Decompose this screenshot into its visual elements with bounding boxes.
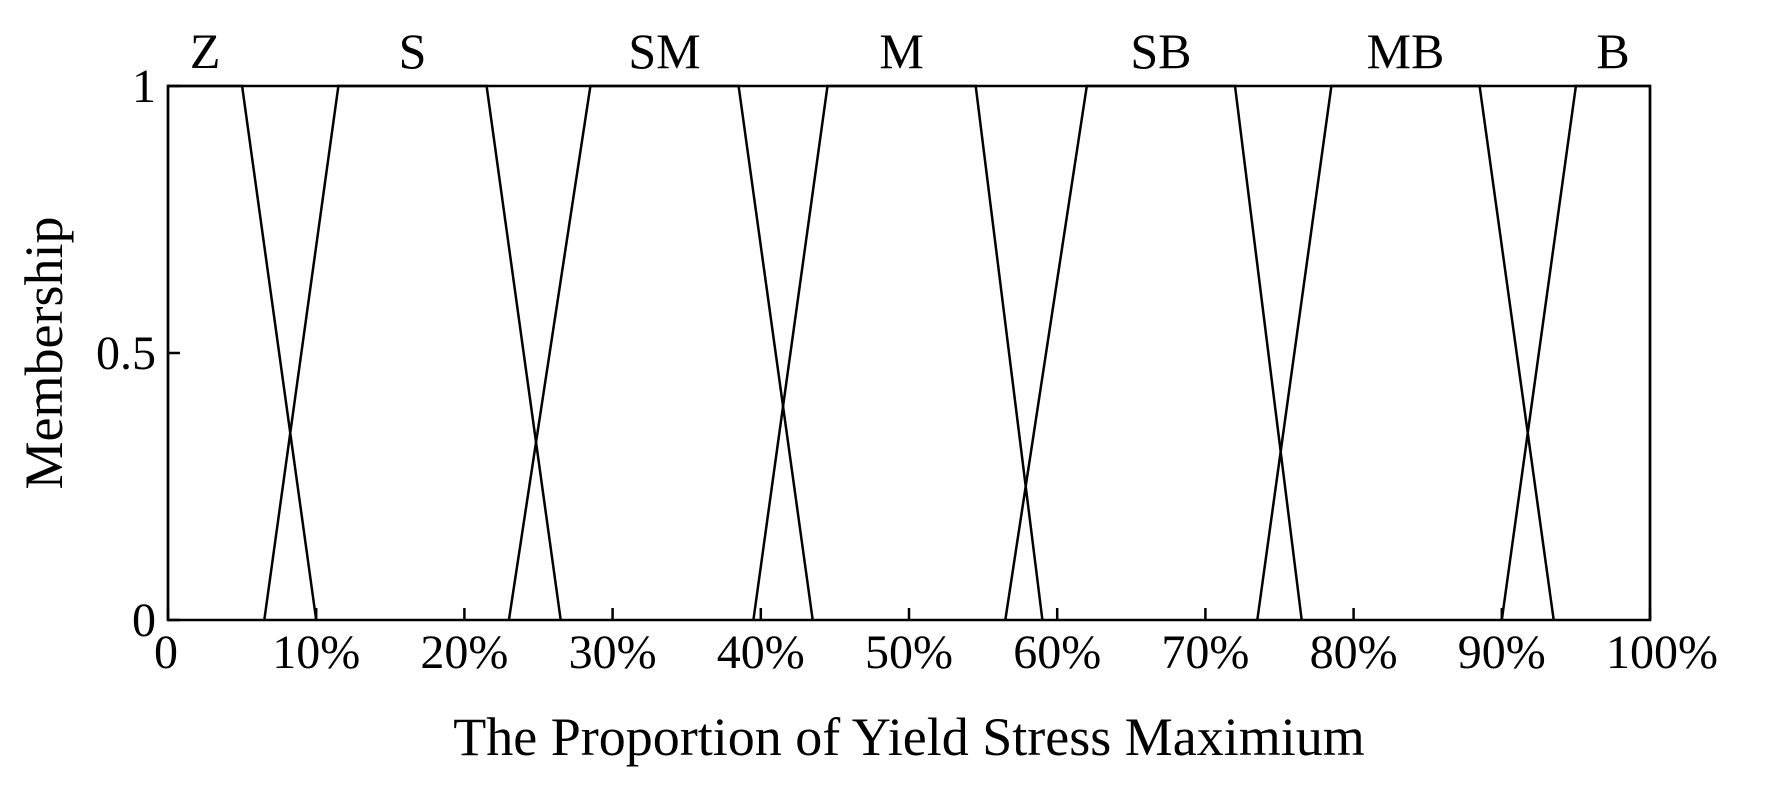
- x-tick-label: 30%: [569, 626, 657, 679]
- series-s-label: S: [399, 23, 427, 79]
- y-axis-title: Membership: [14, 217, 74, 490]
- x-tick-label: 40%: [717, 626, 805, 679]
- set-labels: Z S SM M SB MB B: [190, 23, 1630, 79]
- x-tick-label: 100%: [1606, 626, 1718, 679]
- series-mb-line: [1256, 84, 1555, 621]
- series-z-line: [166, 84, 318, 621]
- x-tick-label: 50%: [865, 626, 953, 679]
- x-tick-label: 80%: [1310, 626, 1398, 679]
- y-ticks: 00.51: [96, 60, 180, 647]
- y-tick-label: 1: [132, 60, 156, 113]
- series-sb-line: [1004, 84, 1303, 621]
- y-tick-label: 0.5: [96, 327, 156, 380]
- x-axis-title: The Proportion of Yield Stress Maximium: [453, 707, 1364, 767]
- series-b-line: [1500, 84, 1652, 621]
- series-sm-line: [507, 84, 814, 621]
- x-tick-label: 70%: [1161, 626, 1249, 679]
- series-sm-label: SM: [628, 23, 700, 79]
- series-mb-label: MB: [1367, 23, 1445, 79]
- x-tick-label: 90%: [1458, 626, 1546, 679]
- series-m-label: M: [879, 23, 923, 79]
- series-b-label: B: [1596, 23, 1629, 79]
- x-tick-label: 10%: [272, 626, 360, 679]
- x-ticks: 0 10% 20% 30% 40% 50% 60% 70% 80% 90% 100%: [154, 608, 1718, 679]
- series-sb-label: SB: [1130, 23, 1191, 79]
- series-m-line: [752, 84, 1044, 621]
- series-s-line: [263, 84, 562, 621]
- x-tick-label: 20%: [420, 626, 508, 679]
- series-z-label: Z: [190, 23, 221, 79]
- x-tick-label: 60%: [1013, 626, 1101, 679]
- series-layer: [166, 84, 1652, 621]
- x-tick-label: 0: [154, 626, 178, 679]
- y-tick-label: 0: [132, 594, 156, 647]
- plot-frame: [166, 84, 1652, 622]
